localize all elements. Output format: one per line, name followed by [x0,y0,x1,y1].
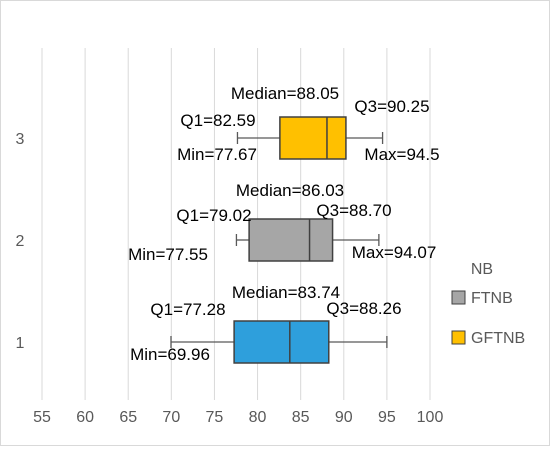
x-tick-label: 80 [249,409,267,426]
box [233,320,330,364]
legend-swatch [451,330,466,345]
q3-label: Q3=88.26 [326,299,401,318]
q3-label: Q3=88.70 [316,201,391,220]
median-label: Median=83.74 [232,283,340,302]
q1-label: Q1=79.02 [176,206,251,225]
median-label: Median=86.03 [236,181,344,200]
q1-label: Q1=82.59 [180,111,255,130]
box [279,116,347,160]
legend-label: GFTNB [471,330,525,347]
legend-label: FTNB [471,290,513,307]
x-tick-label: 90 [335,409,353,426]
x-tick-label: 75 [206,409,224,426]
max-label: Max=94.07 [352,243,437,262]
q1-label: Q1=77.28 [150,300,225,319]
min-label: Min=77.67 [177,145,257,164]
median-label: Median=88.05 [231,84,339,103]
legend-swatch [451,290,466,305]
q3-label: Q3=90.25 [354,97,429,116]
box [248,218,334,262]
x-tick-label: 65 [119,409,137,426]
x-tick-label: 60 [76,409,94,426]
min-label: Min=69.96 [130,345,210,364]
max-label: Max=94.5 [364,145,439,164]
x-tick-label: 95 [378,409,396,426]
x-tick-label: 55 [33,409,51,426]
min-label: Min=77.55 [128,245,208,264]
x-tick-label: 70 [162,409,180,426]
y-category-label: 3 [16,131,25,148]
y-category-label: 1 [16,335,25,352]
legend-title: NB [471,261,493,278]
y-category-label: 2 [16,233,25,250]
x-tick-label: 85 [292,409,310,426]
x-tick-label: 100 [417,409,444,426]
